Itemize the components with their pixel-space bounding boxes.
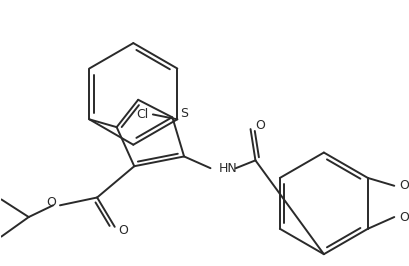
Text: O: O [255, 119, 265, 132]
Text: O: O [118, 224, 128, 237]
Text: O: O [398, 179, 408, 192]
Text: Cl: Cl [135, 108, 148, 121]
Text: S: S [180, 107, 188, 120]
Text: O: O [398, 211, 408, 223]
Text: O: O [46, 196, 56, 209]
Text: HN: HN [218, 162, 236, 175]
